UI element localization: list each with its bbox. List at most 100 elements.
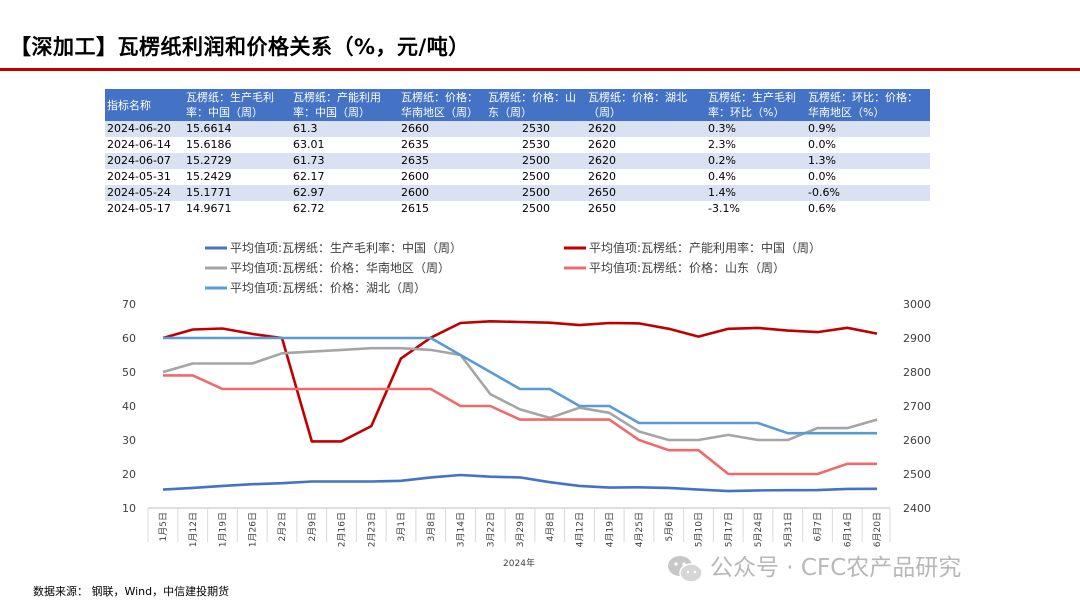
x-tick-label: 2月2日 bbox=[277, 512, 288, 541]
table-cell: 2024-06-14 bbox=[105, 137, 184, 153]
table-cell: 2620 bbox=[586, 137, 706, 153]
table-cell: 0.3% bbox=[706, 121, 806, 137]
legend-label: 平均值项:瓦楞纸：价格：山东（周） bbox=[589, 260, 785, 275]
table-cell: 0.0% bbox=[806, 137, 930, 153]
x-tick-label: 3月29日 bbox=[515, 512, 526, 547]
x-tick-label: 5月17日 bbox=[723, 512, 734, 547]
page-title: 【深加工】瓦楞纸利润和价格关系（%，元/吨） bbox=[10, 35, 470, 59]
table-cell: 62.17 bbox=[291, 169, 399, 185]
y-right-tick-label: 2500 bbox=[903, 468, 931, 481]
table-cell: 61.3 bbox=[291, 121, 399, 137]
y-right-tick-label: 2400 bbox=[903, 502, 931, 515]
series-line-3 bbox=[163, 374, 877, 476]
x-tick-label: 5月10日 bbox=[694, 512, 705, 547]
header-cell: 瓦楞纸：价格：华南地区（周） bbox=[399, 89, 486, 121]
x-tick-label: 1月12日 bbox=[188, 512, 199, 547]
table-cell: 1.4% bbox=[706, 185, 806, 201]
x-tick-label: 2月9日 bbox=[307, 512, 318, 541]
table-cell: 63.01 bbox=[291, 137, 399, 153]
watermark-text: 公众号 · CFC农产品研究 bbox=[710, 555, 962, 581]
title-divider bbox=[0, 68, 1080, 71]
table-row: 2024-06-07 15.2729 61.73 2635 2500 2620 0.2% 1.… bbox=[105, 153, 930, 169]
table-cell: 2620 bbox=[586, 169, 706, 185]
x-tick-label: 5月31日 bbox=[783, 512, 794, 547]
table-cell: -0.6% bbox=[806, 185, 930, 201]
x-tick-label: 1月19日 bbox=[218, 512, 229, 547]
header-cell: 瓦楞纸：价格：湖北（周） bbox=[586, 89, 706, 121]
table-cell: 2660 bbox=[399, 121, 486, 137]
series-line-2 bbox=[162, 346, 878, 442]
series-line-0 bbox=[162, 473, 878, 493]
header-cell: 瓦楞纸：生产毛利率：环比（%） bbox=[706, 89, 806, 121]
x-tick-label: 1月5日 bbox=[158, 512, 169, 541]
table-cell: 14.9671 bbox=[184, 201, 291, 217]
y-right-tick-label: 2900 bbox=[903, 332, 931, 345]
table-header-row: 指标名称 瓦楞纸：生产毛利率：中国（周） 瓦楞纸：产能利用率：中国（周） 瓦楞纸… bbox=[105, 89, 930, 121]
table-cell: 0.2% bbox=[706, 153, 806, 169]
y-left-tick-label: 60 bbox=[122, 332, 136, 345]
table-row: 2024-05-31 15.2429 62.17 2600 2500 2620 0.4% 0.… bbox=[105, 169, 930, 185]
table-cell: 2530 bbox=[486, 137, 586, 153]
table-cell: 2650 bbox=[586, 185, 706, 201]
x-tick-label: 6月7日 bbox=[813, 512, 824, 541]
data-source-note: 数据来源： 钢联，Wind，中信建投期货 bbox=[33, 585, 230, 598]
table-row: 2024-05-24 15.1771 62.97 2600 2500 2650 1.4% -0… bbox=[105, 185, 930, 201]
header-cell: 瓦楞纸：生产毛利率：中国（周） bbox=[184, 89, 291, 121]
table-cell: 15.6614 bbox=[184, 121, 291, 137]
x-tick-label: 3月14日 bbox=[456, 512, 467, 547]
table-row: 2024-05-17 14.9671 62.72 2615 2500 2650 -3.1% 0… bbox=[105, 201, 930, 217]
chart-axes: 10 20 30 40 50 60 70 2400 2500 2600 2700 2800 2900 30… bbox=[122, 298, 931, 515]
table-row: 2024-06-20 15.6614 61.3 2660 2530 2620 0.3% 0.9… bbox=[105, 121, 930, 137]
table-cell: 0.6% bbox=[806, 201, 930, 217]
x-tick-label: 5月24日 bbox=[753, 512, 764, 547]
line-chart: 平均值项:瓦楞纸：生产毛利率：中国（周） 平均值项:瓦楞纸：产能利用率：中国（周）… bbox=[122, 240, 931, 569]
data-table: 指标名称 瓦楞纸：生产毛利率：中国（周） 瓦楞纸：产能利用率：中国（周） 瓦楞纸… bbox=[105, 89, 930, 217]
x-tick-label: 5月6日 bbox=[664, 512, 675, 541]
table-cell: 2600 bbox=[399, 169, 486, 185]
table-cell: 2024-05-24 bbox=[105, 185, 184, 201]
chart-series bbox=[162, 320, 878, 493]
x-tick-label: 4月25日 bbox=[634, 512, 645, 547]
table-cell: 2650 bbox=[586, 201, 706, 217]
y-left-tick-label: 70 bbox=[122, 298, 136, 311]
table-cell: 61.73 bbox=[291, 153, 399, 169]
legend-label: 平均值项:瓦楞纸：产能利用率：中国（周） bbox=[589, 240, 821, 255]
table-cell: -3.1% bbox=[706, 201, 806, 217]
table-cell: 0.4% bbox=[706, 169, 806, 185]
header-cell: 瓦楞纸：产能利用率：中国（周） bbox=[291, 89, 399, 121]
table-cell: 0.9% bbox=[806, 121, 930, 137]
table-cell: 2615 bbox=[399, 201, 486, 217]
table-cell: 2530 bbox=[486, 121, 586, 137]
x-axis-labels: 1月5日 1月12日 1月19日 1月26日 2月2日 2月9日 2月16日 2月23日 3月1… bbox=[147, 508, 891, 547]
x-tick-label: 6月14日 bbox=[842, 512, 853, 547]
table-cell: 15.2429 bbox=[184, 169, 291, 185]
watermark: 公众号 · CFC农产品研究 bbox=[666, 548, 961, 584]
y-right-tick-label: 2700 bbox=[903, 400, 931, 413]
series-line-4 bbox=[163, 336, 877, 435]
table-cell: 2024-05-17 bbox=[105, 201, 184, 217]
table-cell: 2620 bbox=[586, 121, 706, 137]
table-cell: 2600 bbox=[399, 185, 486, 201]
table-cell: 15.2729 bbox=[184, 153, 291, 169]
table-cell: 2500 bbox=[486, 201, 586, 217]
table-cell: 15.6186 bbox=[184, 137, 291, 153]
table-cell: 2500 bbox=[486, 153, 586, 169]
table-cell: 0.0% bbox=[806, 169, 930, 185]
table-cell: 2024-05-31 bbox=[105, 169, 184, 185]
table-cell: 2620 bbox=[586, 153, 706, 169]
x-tick-label: 2月23日 bbox=[366, 512, 377, 547]
table-cell: 1.3% bbox=[806, 153, 930, 169]
y-left-tick-label: 50 bbox=[122, 366, 136, 379]
x-tick-label: 4月19日 bbox=[604, 512, 615, 547]
legend-label: 平均值项:瓦楞纸：价格：湖北（周） bbox=[230, 280, 426, 295]
y-right-tick-label: 3000 bbox=[903, 298, 931, 311]
x-tick-label: 1月26日 bbox=[247, 512, 258, 547]
x-tick-label: 3月8日 bbox=[426, 512, 437, 541]
x-tick-label: 3月1日 bbox=[396, 512, 407, 541]
y-left-tick-label: 30 bbox=[122, 434, 136, 447]
table-cell: 2024-06-07 bbox=[105, 153, 184, 169]
x-tick-label: 4月8日 bbox=[545, 512, 556, 541]
chart-legend: 平均值项:瓦楞纸：生产毛利率：中国（周） 平均值项:瓦楞纸：产能利用率：中国（周）… bbox=[205, 240, 821, 295]
y-right-tick-label: 2800 bbox=[903, 366, 931, 379]
x-axis-title: 2024年 bbox=[503, 557, 535, 569]
